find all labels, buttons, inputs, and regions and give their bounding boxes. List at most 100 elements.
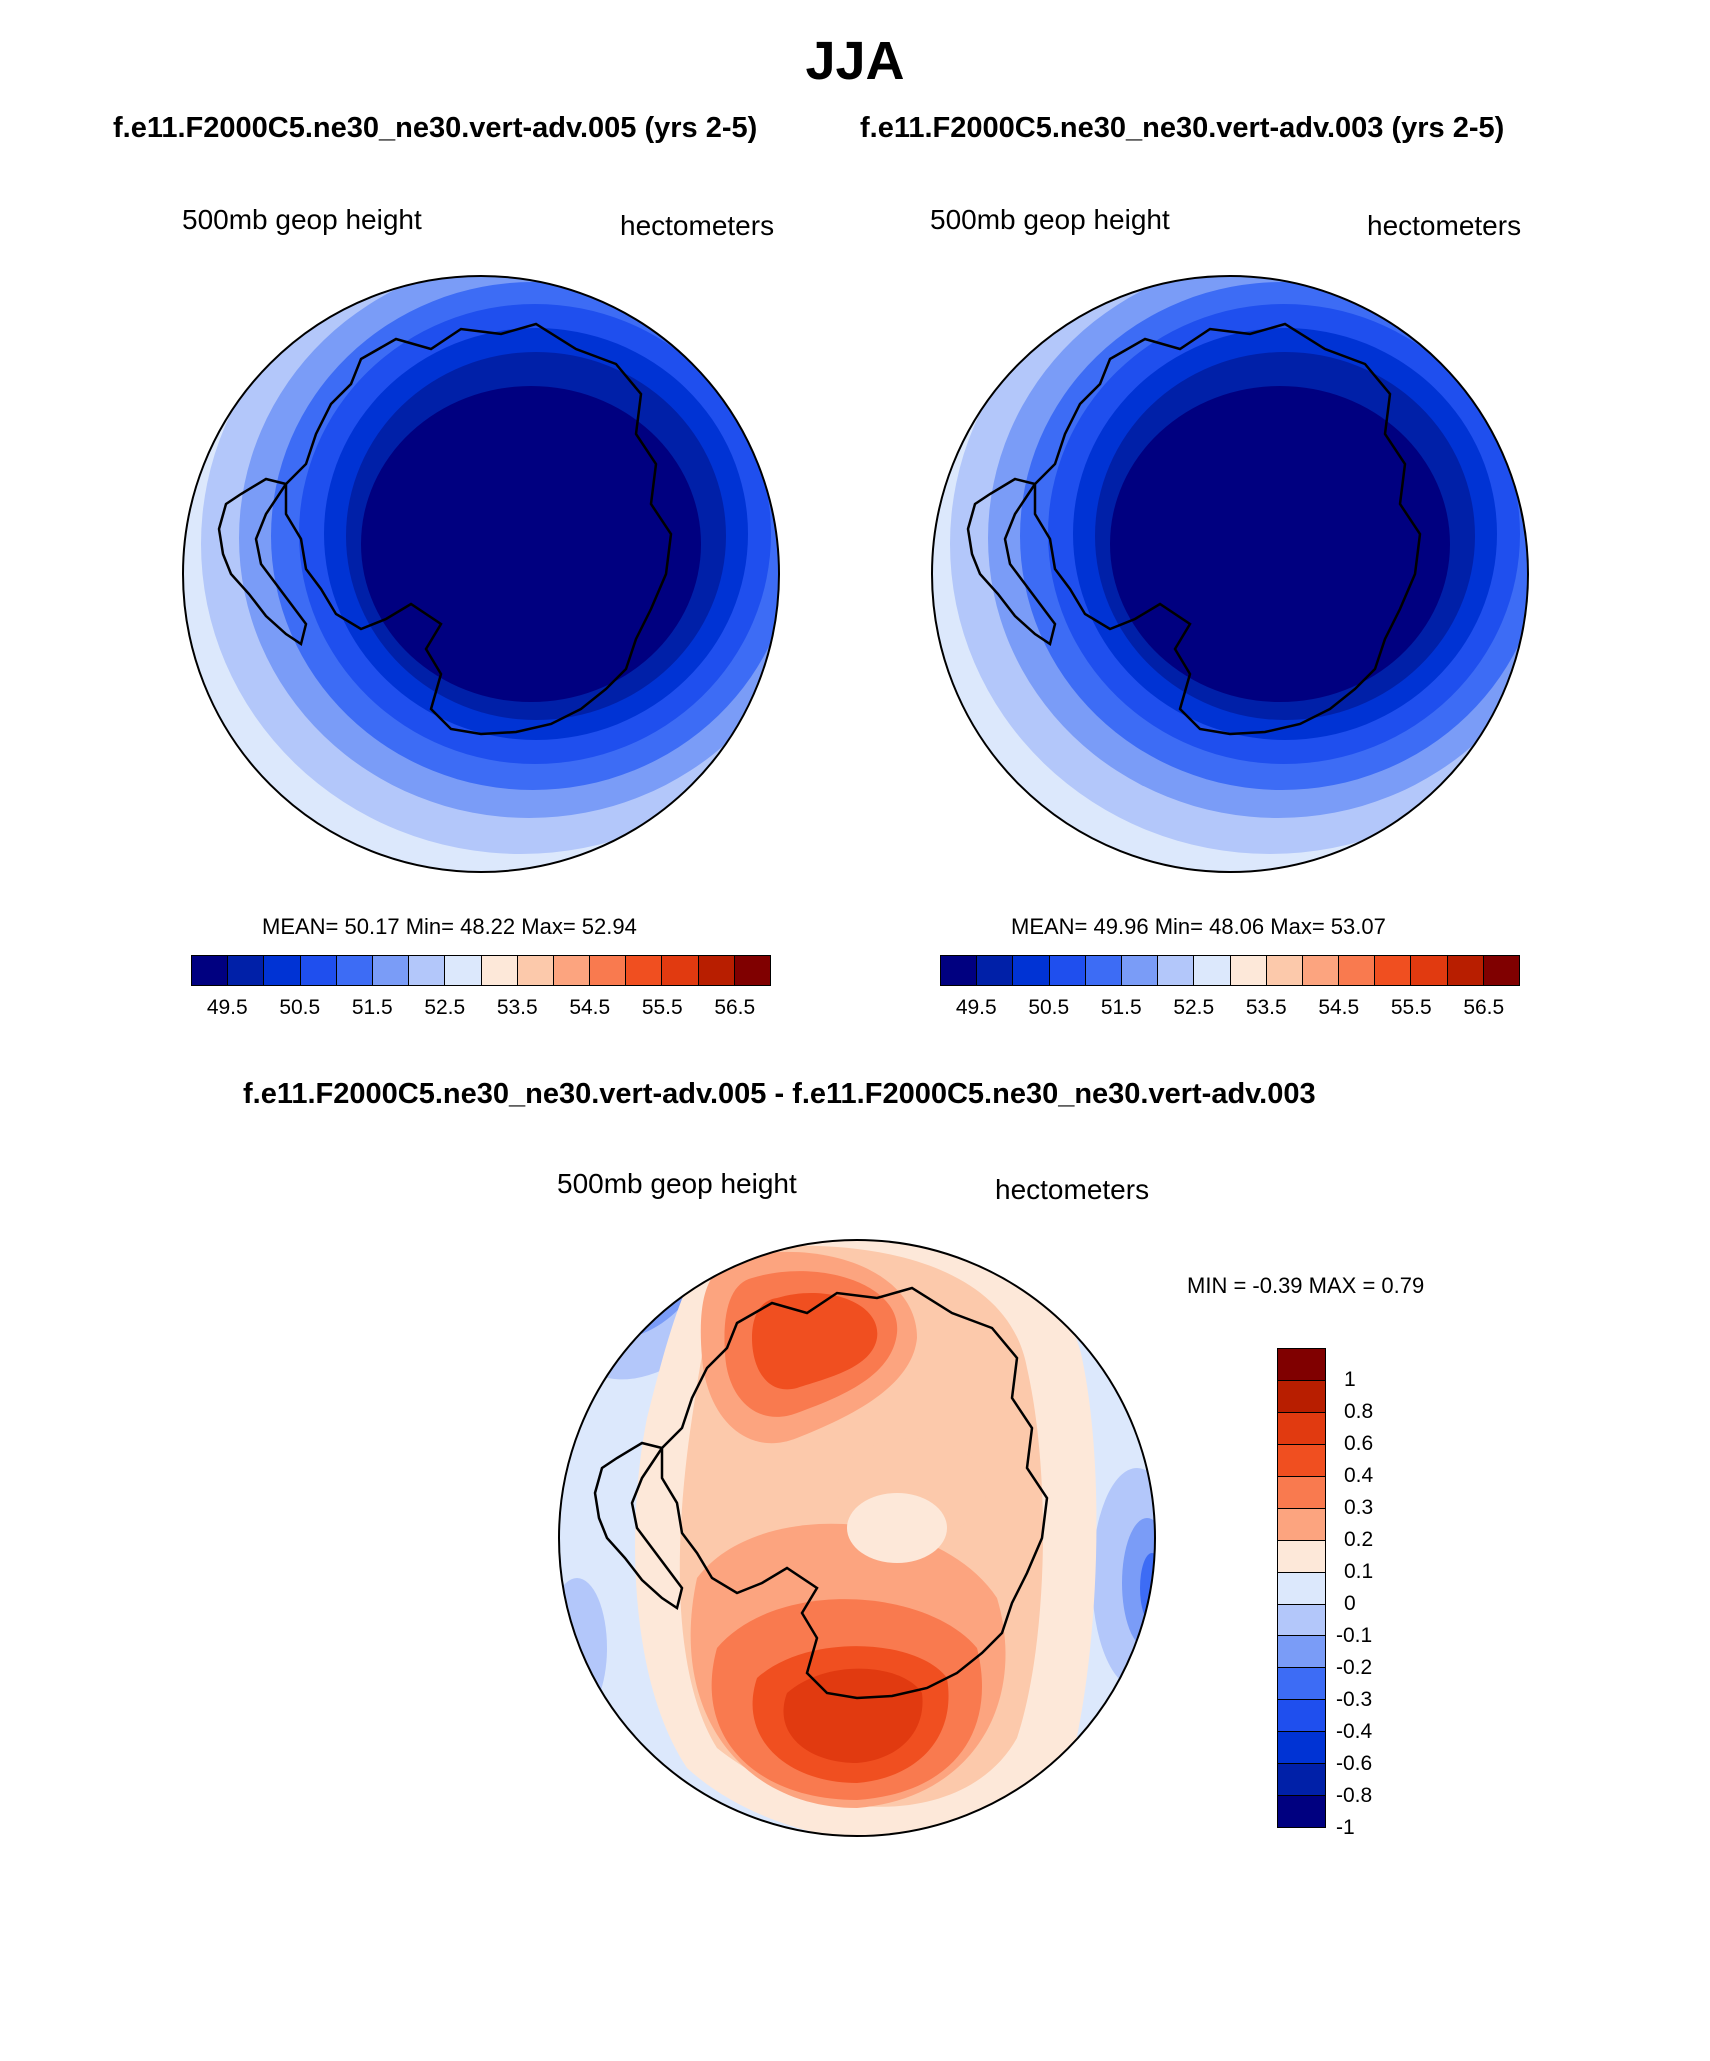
diff-colorbar-swatch: [1278, 1764, 1325, 1797]
left-colorbar-swatch: [409, 956, 446, 985]
diff-colorbar-swatch: [1278, 1444, 1325, 1477]
diff-colorbar-tick: 0: [1344, 1592, 1356, 1615]
left-colorbar-tick: 54.5: [569, 996, 611, 1019]
left-colorbar-swatch: [228, 956, 265, 985]
right-colorbar-swatch: [1375, 956, 1412, 985]
left-colorbar-swatch: [336, 956, 373, 985]
right-map-border: [931, 275, 1529, 873]
diff-colorbar-tick: -0.2: [1336, 1656, 1373, 1679]
diff-colorbar-tick: -0.4: [1336, 1720, 1373, 1743]
left-colorbar-swatch: [590, 956, 627, 985]
right-colorbar-swatch: [1483, 956, 1519, 985]
diff-colorbar-swatch: [1278, 1604, 1325, 1637]
diff-map-border: [558, 1239, 1156, 1837]
left-colorbar: [191, 955, 771, 986]
diff-colorbar-swatch: [1278, 1476, 1325, 1509]
diff-title: f.e11.F2000C5.ne30_ne30.vert-adv.005 - f…: [243, 1078, 1316, 1110]
diff-colorbar-swatch: [1278, 1572, 1325, 1605]
right-colorbar-tick: 55.5: [1390, 996, 1432, 1019]
right-colorbar-ticks: 49.5 50.5 51.5 52.5 53.5 54.5 55.5 56.5: [940, 996, 1520, 1022]
diff-stats: MIN = -0.39 MAX = 0.79: [1187, 1273, 1425, 1298]
diff-region: [752, 1292, 878, 1390]
right-colorbar-tick: 49.5: [955, 996, 997, 1019]
diff-variable-label: 500mb geop height: [557, 1168, 797, 1199]
diff-colorbar-tick: -0.8: [1336, 1784, 1373, 1807]
left-stats: MEAN= 50.17 Min= 48.22 Max= 52.94: [262, 914, 637, 939]
right-colorbar-swatch: [1339, 956, 1376, 985]
right-colorbar-tick: 56.5: [1463, 996, 1505, 1019]
diff-units-label: hectometers: [995, 1174, 1150, 1205]
left-colorbar-swatch: [662, 956, 699, 985]
figure-title: JJA: [805, 31, 905, 91]
left-map-border: [182, 275, 780, 873]
right-colorbar-tick: 51.5: [1100, 996, 1142, 1019]
right-units-label: hectometers: [1367, 210, 1522, 241]
diff-colorbar-tick: 0.6: [1344, 1432, 1374, 1455]
diff-colorbar-swatch: [1278, 1732, 1325, 1765]
left-colorbar-swatch: [445, 956, 482, 985]
right-colorbar-swatch: [1447, 956, 1484, 985]
right-colorbar-swatch: [1013, 956, 1050, 985]
left-colorbar-swatch: [698, 956, 735, 985]
left-colorbar-tick: 52.5: [424, 996, 466, 1019]
right-colorbar-swatch: [1266, 956, 1303, 985]
left-case-title: f.e11.F2000C5.ne30_ne30.vert-adv.005 (yr…: [113, 112, 758, 144]
left-colorbar-swatch: [517, 956, 554, 985]
right-colorbar-swatch: [1411, 956, 1448, 985]
diff-colorbar-swatch: [1278, 1668, 1325, 1701]
left-colorbar-swatch: [300, 956, 337, 985]
right-colorbar-swatch: [1302, 956, 1340, 985]
diff-colorbar-tick: 0.8: [1344, 1400, 1374, 1423]
left-colorbar-tick: 49.5: [206, 996, 248, 1019]
left-colorbar-tick: 53.5: [496, 996, 538, 1019]
right-colorbar-swatch: [1049, 956, 1086, 985]
right-colorbar: [940, 955, 1520, 986]
diff-colorbar-swatch: [1278, 1349, 1325, 1381]
right-colorbar-tick: 54.5: [1318, 996, 1360, 1019]
left-colorbar-swatch: [481, 956, 518, 985]
diff-colorbar-swatch: [1278, 1412, 1325, 1445]
right-colorbar-swatch: [1194, 956, 1231, 985]
right-stats: MEAN= 49.96 Min= 48.06 Max= 53.07: [1011, 914, 1386, 939]
difference-map: [558, 1239, 1156, 1837]
diff-region: [783, 1668, 923, 1763]
diff-colorbar-tick: -0.1: [1336, 1624, 1373, 1647]
left-colorbar-swatch: [553, 956, 591, 985]
diff-colorbar-tick: 0.4: [1344, 1464, 1374, 1487]
right-variable-label: 500mb geop height: [930, 204, 1170, 235]
left-ring: [361, 386, 701, 702]
left-colorbar-swatch: [264, 956, 301, 985]
left-colorbar-swatch: [626, 956, 663, 985]
diff-colorbar-ticks: 1 0.8 0.6 0.4 0.3 0.2 0.1 0 -0.1 -0.2 -0.3 -0.4 -0.6…: [1336, 1348, 1396, 1839]
left-map: [182, 275, 780, 873]
right-colorbar-swatch: [941, 956, 978, 985]
diff-colorbar-swatch: [1278, 1380, 1325, 1413]
right-case-title: f.e11.F2000C5.ne30_ne30.vert-adv.003 (yr…: [860, 112, 1505, 144]
diff-colorbar-swatch: [1278, 1540, 1325, 1573]
diff-region: [847, 1493, 947, 1563]
left-colorbar-tick: 51.5: [351, 996, 393, 1019]
left-colorbar-tick: 56.5: [714, 996, 756, 1019]
right-colorbar-swatch: [1121, 956, 1159, 985]
left-colorbar-tick: 50.5: [279, 996, 321, 1019]
right-colorbar-tick: 53.5: [1245, 996, 1287, 1019]
diff-colorbar-tick: 0.2: [1344, 1528, 1374, 1551]
diff-colorbar-tick: -1: [1336, 1816, 1355, 1839]
right-map: [931, 275, 1529, 873]
diff-colorbar-swatch: [1278, 1700, 1325, 1733]
right-colorbar-tick: 50.5: [1028, 996, 1070, 1019]
diff-colorbar-swatch: [1278, 1636, 1325, 1669]
left-colorbar-ticks: 49.5 50.5 51.5 52.5 53.5 54.5 55.5 56.5: [191, 996, 771, 1022]
left-colorbar-swatch: [734, 956, 770, 985]
diff-region: [1140, 1553, 1155, 1623]
left-colorbar-swatch: [372, 956, 410, 985]
left-colorbar-swatch: [192, 956, 229, 985]
right-colorbar-swatch: [977, 956, 1014, 985]
right-colorbar-swatch: [1230, 956, 1267, 985]
diff-colorbar-tick: 0.1: [1344, 1560, 1374, 1583]
right-colorbar-tick: 52.5: [1173, 996, 1215, 1019]
right-colorbar-swatch: [1085, 956, 1122, 985]
diff-colorbar-swatch: [1278, 1508, 1325, 1541]
diff-colorbar-tick: -0.6: [1336, 1752, 1373, 1775]
left-colorbar-tick: 55.5: [641, 996, 683, 1019]
